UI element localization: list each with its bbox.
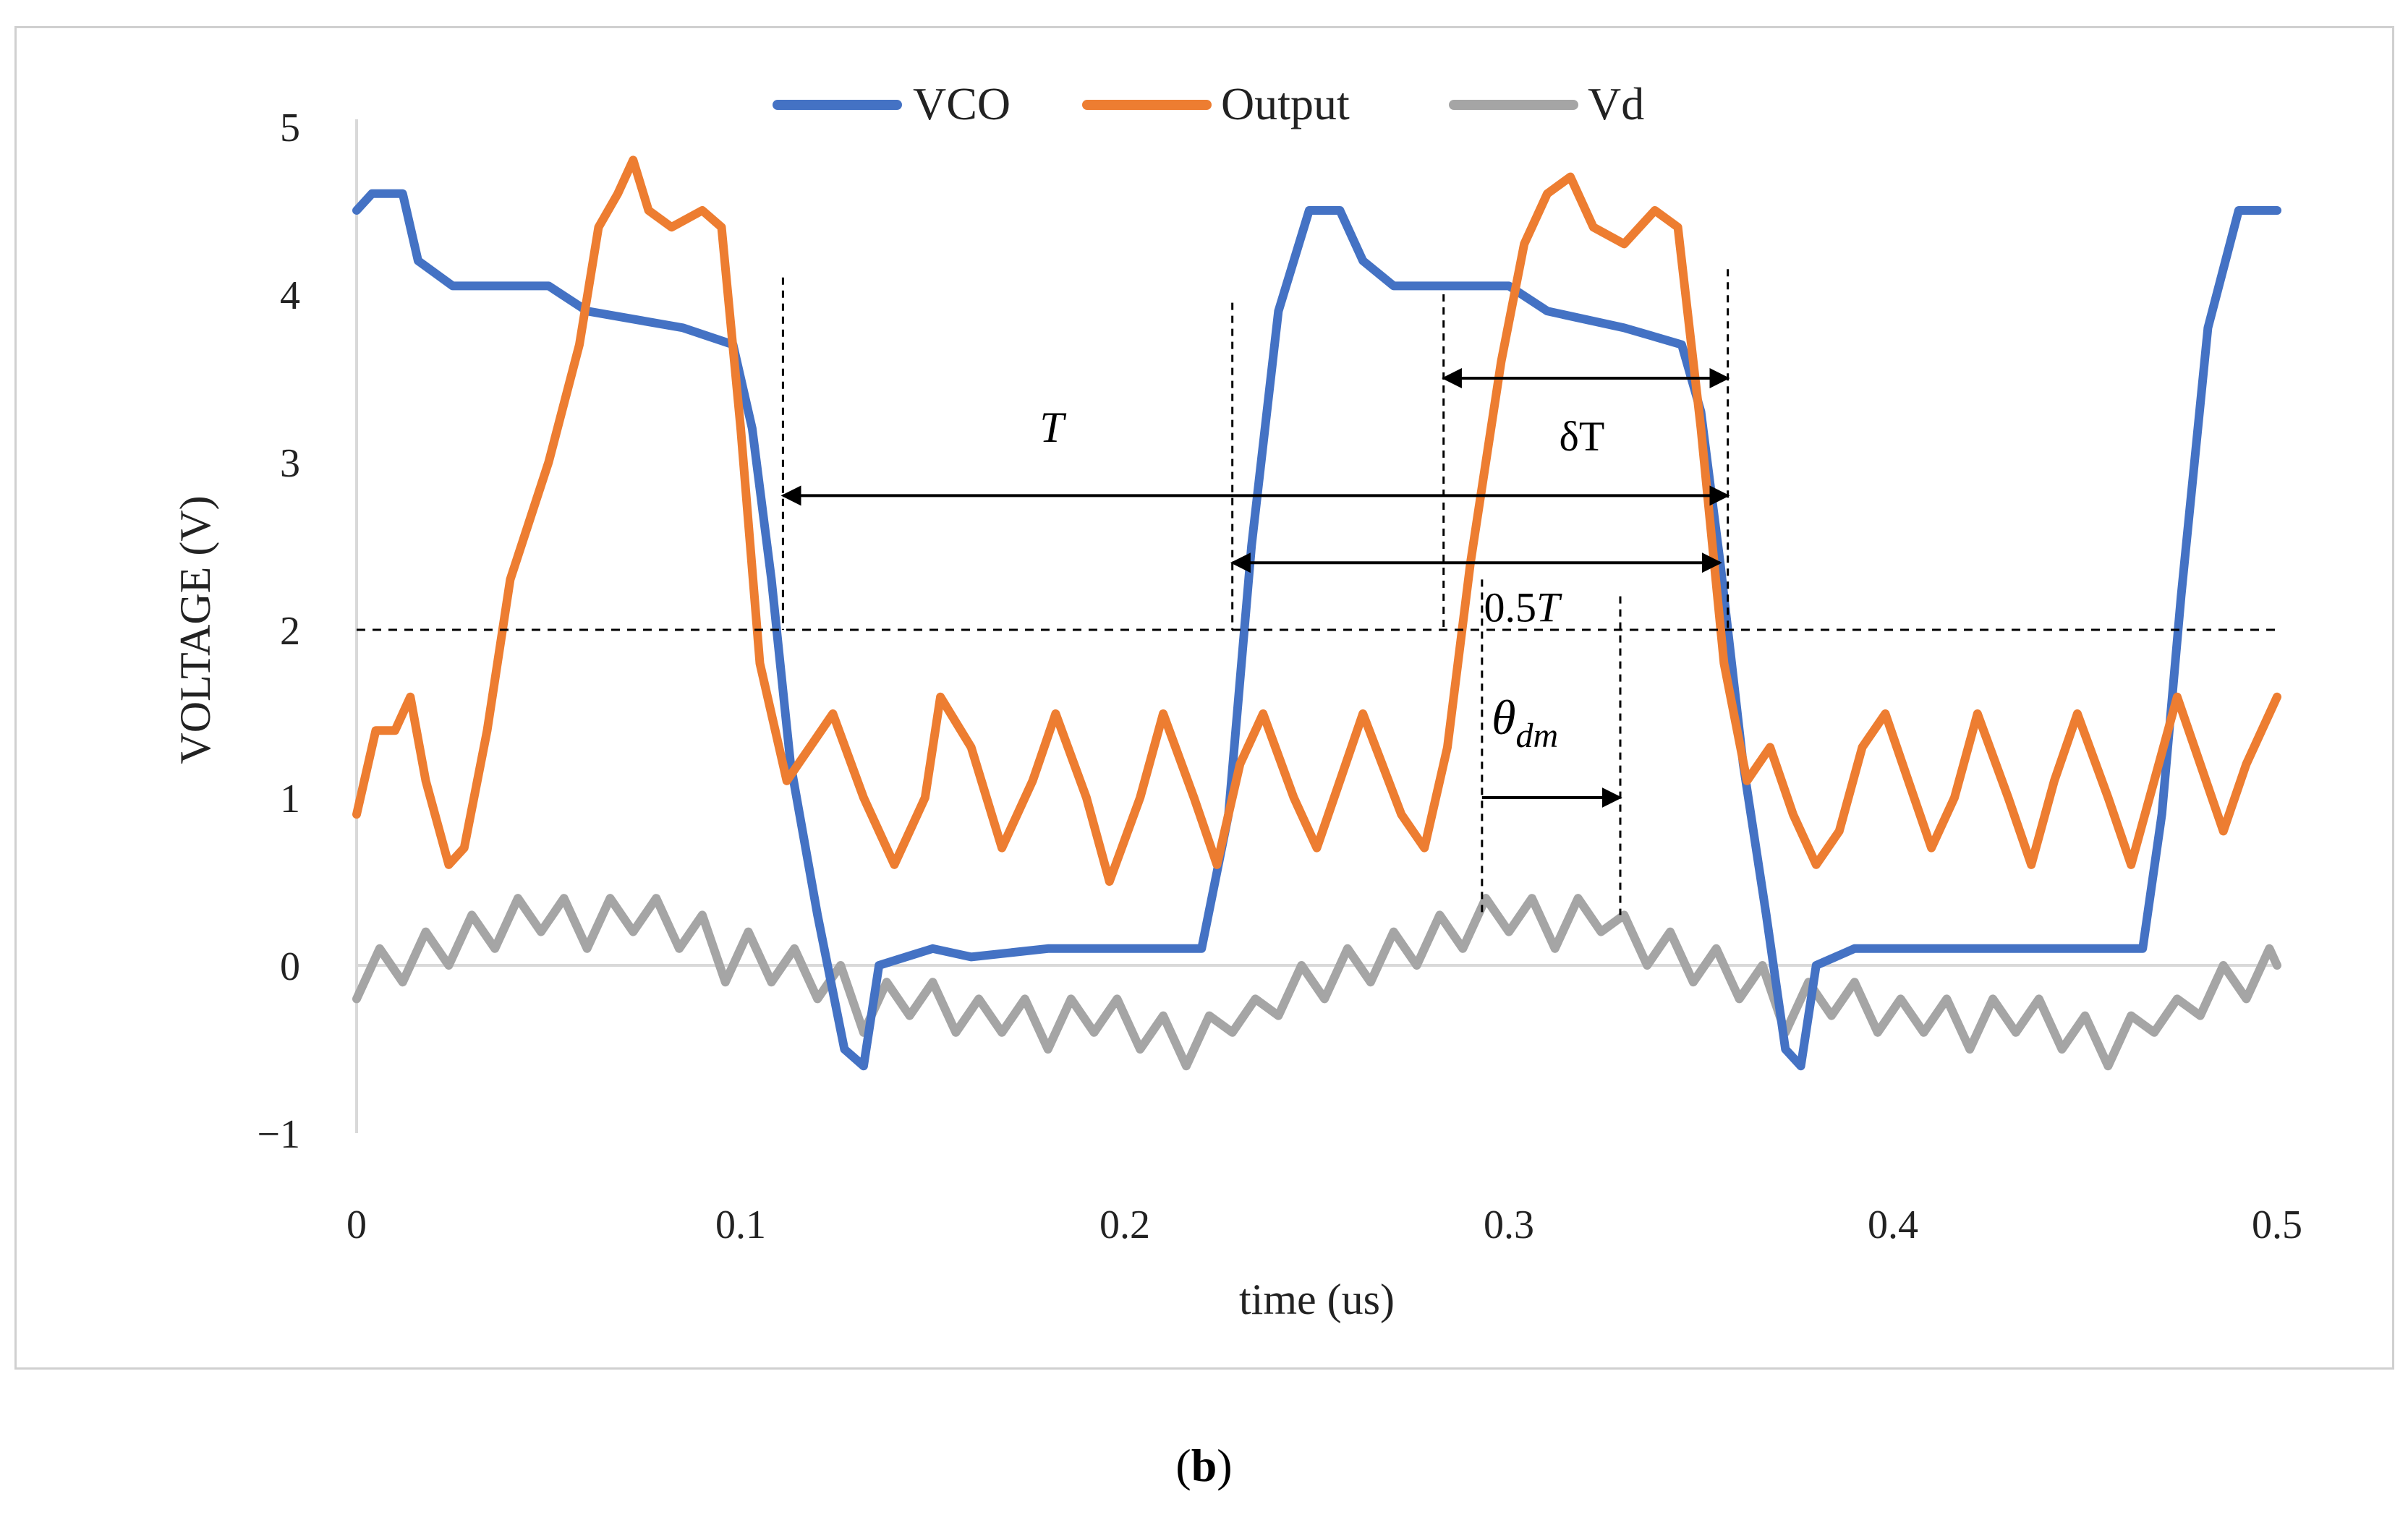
chart-frame (14, 26, 2394, 1370)
legend-label-vco: VCO (913, 78, 1011, 129)
y-axis-title: VOLTAGE (V) (171, 495, 219, 764)
label-delta-T: δT (1560, 413, 1605, 460)
x-tick-label: 0 (346, 1203, 367, 1247)
series-line-vco (352, 189, 2281, 1071)
panel-label-letter: b (1191, 1440, 1217, 1491)
y-tick-label: 2 (280, 609, 300, 654)
label-half-period: 0.5T (1484, 584, 1562, 631)
y-tick-label: 0 (280, 944, 300, 989)
x-tick-label: 0.3 (1484, 1203, 1534, 1247)
y-tick-label: 4 (280, 273, 300, 318)
x-axis-title: time (us) (1239, 1276, 1395, 1323)
x-tick-label: 0.1 (715, 1203, 766, 1247)
legend-label-output: Output (1221, 78, 1350, 129)
series-line-vd (352, 894, 2281, 1071)
y-tick-label: 5 (280, 106, 300, 150)
legend-label-vd: Vd (1588, 78, 1644, 129)
y-tick-label: −1 (257, 1112, 300, 1157)
x-tick-label: 0.4 (1868, 1203, 1918, 1247)
x-tick-label: 0.5 (2252, 1203, 2302, 1247)
x-tick-label: 0.2 (1099, 1203, 1150, 1247)
label-period-T: T (1039, 403, 1066, 451)
panel-label: (b) (1175, 1440, 1233, 1491)
y-tick-label: 1 (280, 777, 300, 821)
series-line-output (352, 155, 2281, 886)
label-theta-dm: θdm (1492, 690, 1558, 755)
y-tick-label: 3 (280, 441, 300, 486)
